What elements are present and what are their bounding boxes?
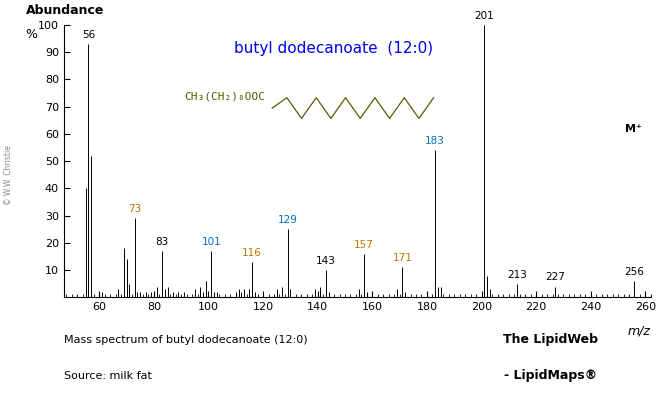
Text: 56: 56 (82, 30, 95, 40)
Text: The LipidWeb: The LipidWeb (503, 333, 598, 346)
Text: 256: 256 (625, 267, 644, 277)
Text: 201: 201 (474, 11, 494, 21)
Text: m/z: m/z (628, 324, 651, 338)
Text: Source: milk fat: Source: milk fat (64, 371, 152, 381)
Text: 157: 157 (354, 240, 374, 250)
Text: 171: 171 (393, 253, 412, 263)
Text: %: % (25, 28, 38, 41)
Text: 83: 83 (156, 237, 168, 247)
Text: - LipidMaps®: - LipidMaps® (504, 369, 597, 381)
Text: 129: 129 (278, 215, 298, 225)
Text: 183: 183 (425, 136, 445, 146)
Text: 213: 213 (507, 270, 527, 280)
Text: 227: 227 (546, 272, 565, 282)
Text: 143: 143 (316, 256, 336, 266)
Text: 116: 116 (242, 248, 262, 258)
Text: 101: 101 (201, 237, 221, 247)
Text: CH₃(CH₂)₈OOC: CH₃(CH₂)₈OOC (184, 92, 265, 102)
Text: M⁺: M⁺ (625, 124, 642, 134)
Text: Abundance: Abundance (25, 4, 104, 17)
Text: 73: 73 (128, 204, 142, 214)
Text: Mass spectrum of butyl dodecanoate (12:0): Mass spectrum of butyl dodecanoate (12:0… (64, 335, 307, 345)
Text: © W.W. Christie: © W.W. Christie (3, 145, 13, 205)
Text: butyl dodecanoate  (12:0): butyl dodecanoate (12:0) (234, 41, 433, 56)
